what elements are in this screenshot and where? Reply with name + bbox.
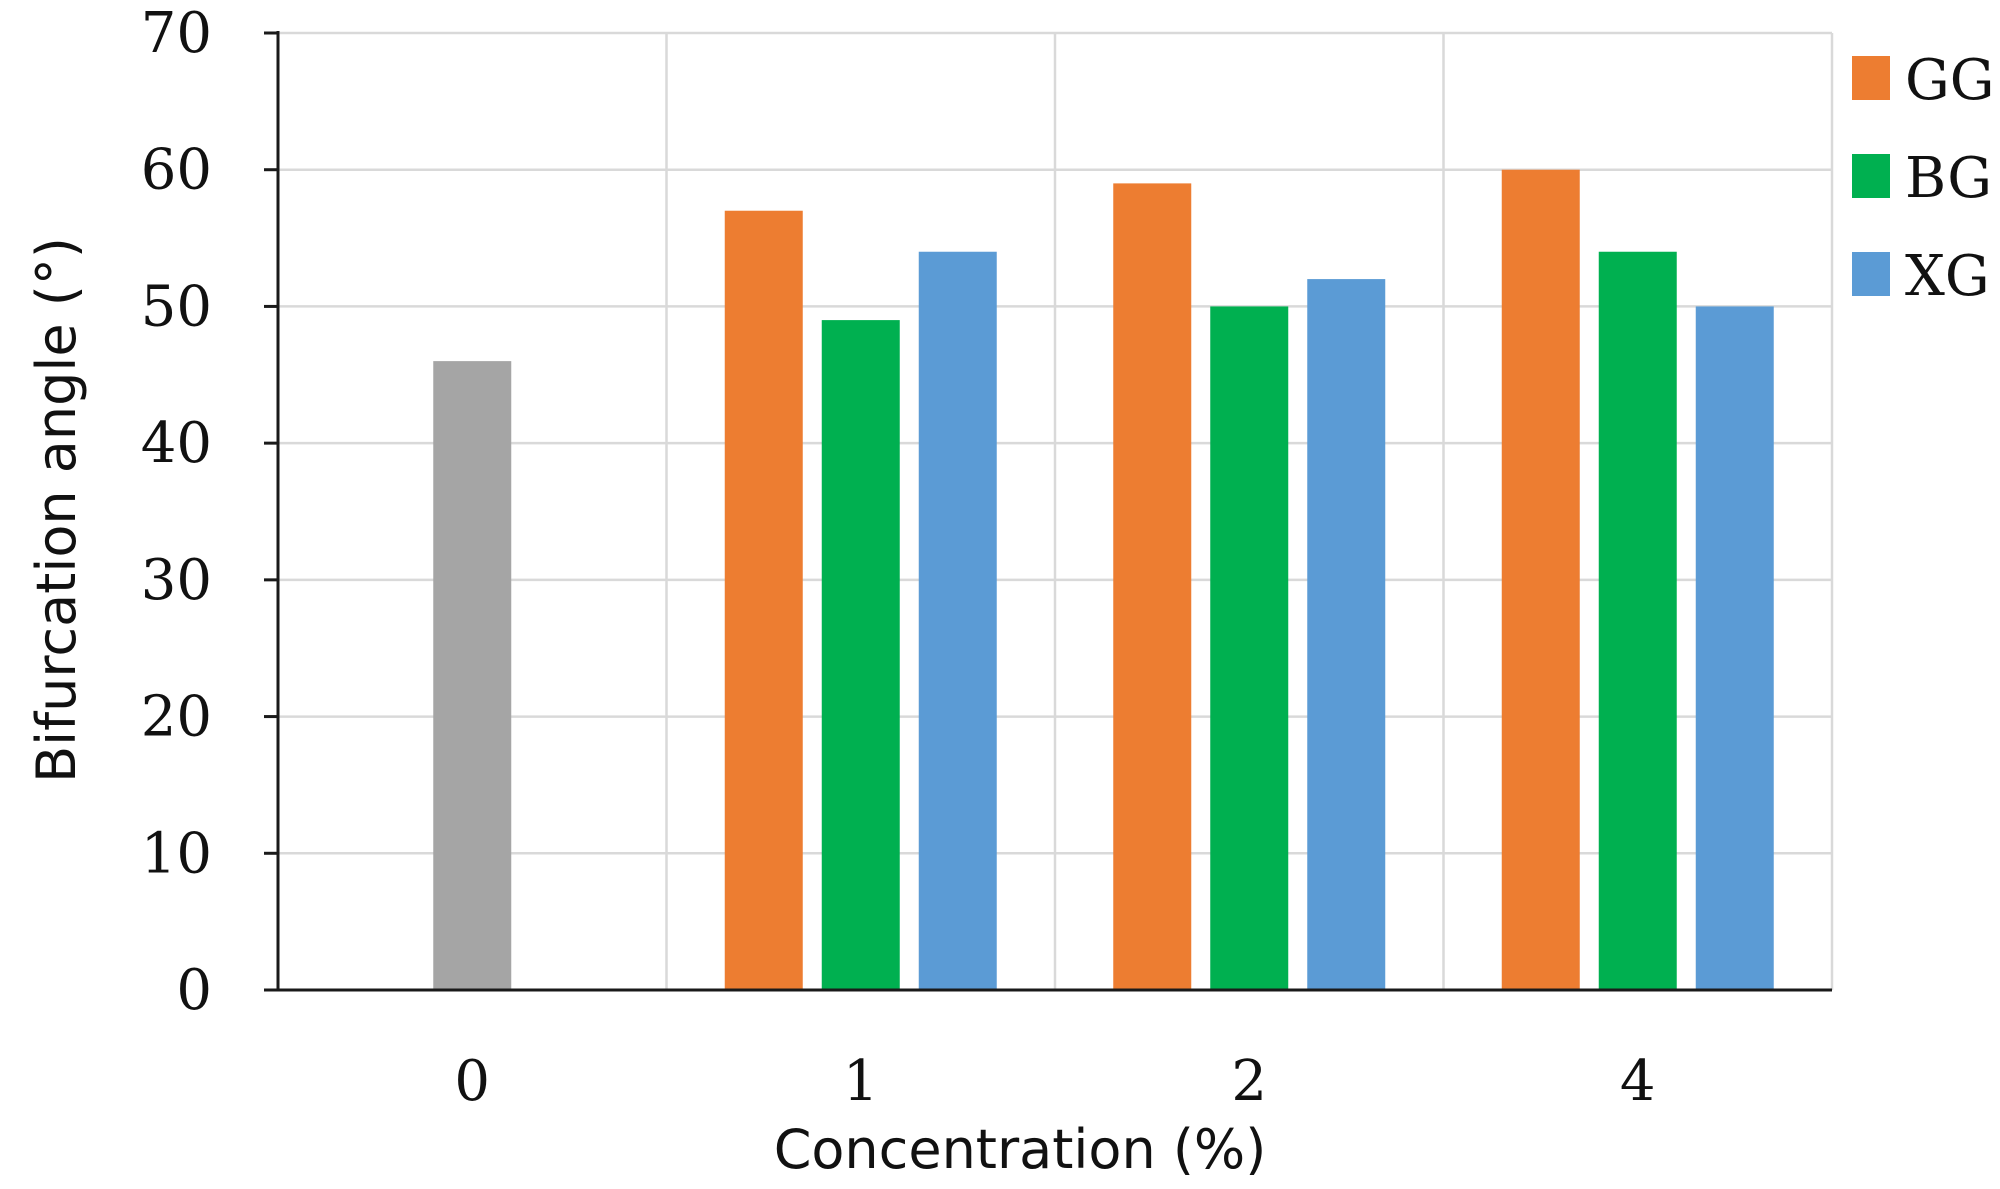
xg-legend-label: XG	[1905, 244, 1990, 309]
gg-bar-4	[1502, 170, 1580, 990]
gg-bar-1	[725, 211, 803, 990]
y-tick-labels: 0 10 20 30 40 50 60 70	[141, 1, 212, 1023]
bg-bar-2	[1210, 306, 1288, 990]
xg-bar-1	[919, 252, 997, 990]
xg-legend-swatch	[1852, 252, 1890, 296]
xg-bar-4	[1696, 306, 1774, 990]
y-tick-label: 40	[141, 411, 212, 476]
y-tick-label: 30	[141, 548, 212, 613]
bg-legend-swatch	[1852, 154, 1890, 198]
y-tick-label: 50	[141, 274, 212, 339]
gg-legend-label: GG	[1905, 48, 1994, 113]
y-tick-label: 70	[141, 1, 212, 66]
x-axis-title: Concentration (%)	[774, 1118, 1267, 1181]
y-tick-label: 10	[141, 821, 212, 886]
y-tick-label: 20	[141, 685, 212, 750]
control-bar-0	[433, 361, 511, 990]
y-axis-title: Bifurcation angle (°)	[25, 237, 88, 783]
bg-legend-label: BG	[1905, 146, 1992, 211]
gg-bar-2	[1113, 183, 1191, 990]
y-tick-label: 0	[176, 958, 212, 1023]
legend: GG BG XG	[1852, 48, 1994, 309]
bg-bar-1	[822, 320, 900, 990]
x-tick-label: 0	[454, 1049, 490, 1114]
x-tick-label: 4	[1620, 1049, 1656, 1114]
xg-bar-2	[1307, 279, 1385, 990]
y-tick-label: 60	[141, 138, 212, 203]
x-tick-label: 1	[843, 1049, 879, 1114]
x-tick-label: 2	[1231, 1049, 1267, 1114]
x-tick-labels: 0 1 2 4	[454, 1049, 1655, 1114]
gg-legend-swatch	[1852, 56, 1890, 100]
bg-bar-4	[1599, 252, 1677, 990]
